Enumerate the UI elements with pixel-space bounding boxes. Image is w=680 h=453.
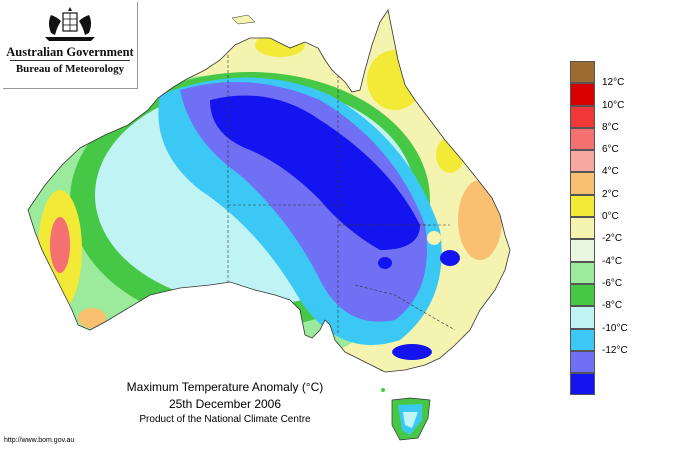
tasmania <box>391 397 431 441</box>
legend-label: -4°C <box>602 255 623 267</box>
legend-label: 0°C <box>602 211 619 223</box>
legend-label: -10°C <box>602 322 628 334</box>
mainland-coastline <box>27 8 511 373</box>
legend-swatch <box>570 83 595 106</box>
legend-row: -10°C <box>570 323 660 351</box>
legend-label: 12°C <box>602 77 625 89</box>
legend-label: 4°C <box>602 166 619 178</box>
legend-label: -12°C <box>602 344 628 356</box>
legend-row <box>570 373 660 396</box>
legend-swatch <box>570 61 595 84</box>
legend-swatch <box>570 194 595 218</box>
legend-row: -8°C <box>570 300 660 329</box>
coat-of-arms-icon <box>45 7 95 41</box>
legend: 12°C 10°C 8°C 6°C 4°C 2°C 0°C -2°C -4°C -6°C -8°C -… <box>570 61 660 396</box>
legend-swatch <box>570 328 595 351</box>
legend-row: -6°C <box>570 278 660 307</box>
legend-row: 6°C <box>570 144 660 173</box>
legend-row: 2°C <box>570 189 660 218</box>
legend-label: 6°C <box>602 144 619 156</box>
legend-swatch <box>570 150 595 173</box>
legend-label: -2°C <box>602 233 623 245</box>
legend-swatch <box>570 373 595 396</box>
legend-row: -4°C <box>570 256 660 284</box>
map-caption: Maximum Temperature Anomaly (°C) 25th De… <box>60 380 390 426</box>
legend-label: -6°C <box>602 277 623 289</box>
logo-divider <box>10 60 130 61</box>
legend-swatch <box>570 217 595 240</box>
melville-island <box>231 14 256 25</box>
bureau-name: Bureau of Meteorology <box>15 63 125 75</box>
legend-row: 8°C <box>570 122 660 151</box>
legend-row: 4°C <box>570 166 660 195</box>
map-title: Maximum Temperature Anomaly (°C) <box>126 380 324 394</box>
map-date: 25th December 2006 <box>168 397 282 411</box>
kangaroo-island <box>381 388 385 392</box>
legend-swatch <box>570 172 595 195</box>
legend-row: 0°C <box>570 211 660 240</box>
source-url[interactable]: http://www.bom.gov.au <box>4 437 75 444</box>
legend-label: -8°C <box>602 300 623 312</box>
legend-swatch <box>570 283 595 307</box>
legend-label: 10°C <box>602 99 625 111</box>
org-name: Australian Government <box>6 45 134 59</box>
legend-label: 2°C <box>602 188 619 200</box>
legend-row: -12°C <box>570 345 660 374</box>
legend-row: 10°C <box>570 100 660 128</box>
legend-swatch <box>570 306 595 329</box>
legend-row: -2°C <box>570 233 660 262</box>
legend-row <box>570 61 660 84</box>
legend-swatch <box>570 350 595 374</box>
legend-label: 8°C <box>602 121 619 133</box>
legend-swatch <box>570 239 595 262</box>
map-product: Product of the National Climate Centre <box>139 414 311 425</box>
legend-row: 12°C <box>570 77 660 106</box>
bom-logo[interactable]: Australian Government Bureau of Meteorol… <box>3 2 138 89</box>
legend-swatch <box>570 127 595 151</box>
state-borders <box>227 55 456 335</box>
legend-swatch <box>570 105 595 128</box>
legend-swatch <box>570 261 595 284</box>
